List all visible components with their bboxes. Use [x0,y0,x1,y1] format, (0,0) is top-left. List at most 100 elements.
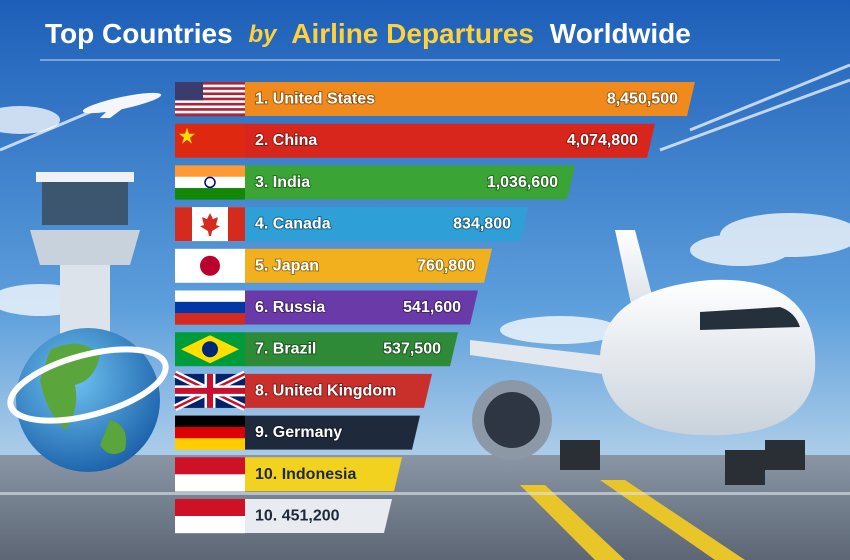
flag-cross [175,373,245,408]
flag-band [175,499,245,517]
row: 10. Indonesia [175,457,402,492]
flag-globe [202,341,218,358]
row-value: 1,036,600 [487,174,558,191]
flag-band [175,426,245,439]
flag-band [175,176,245,189]
flag [175,165,245,200]
large-plane [470,230,816,485]
bar [245,499,392,533]
row-value: 8,450,500 [607,91,678,108]
flag-stripe [175,97,245,101]
row-label: 1. United States [255,91,375,108]
title: Top Countries by Airline Departures Worl… [45,18,691,49]
flag [175,248,245,283]
title-part: Airline Departures [291,18,534,49]
flag [175,207,245,242]
flag-band [175,165,245,177]
bar [245,373,432,408]
row-label: 10. 451,200 [255,508,340,525]
row-label: 9. Germany [255,424,342,441]
flag-band [175,516,245,534]
row-label: 7. Brazil [255,341,316,358]
flag-band [175,290,245,303]
flag [175,332,245,367]
flag [175,415,245,450]
flag-sun [200,255,220,276]
row-value: 834,800 [453,216,511,233]
globe [7,328,169,472]
flag-stripe [175,87,245,91]
row: 8. United Kingdom [173,370,432,412]
row-value: 760,800 [417,257,475,274]
flag-band [175,438,245,450]
row: 1. United States 8,450,500 [175,82,695,117]
row-value: 537,500 [383,341,441,358]
rows: 1. United States 8,450,500 2. China 4,074,8… [173,82,695,534]
bar [245,165,575,200]
flag [175,123,245,158]
flag-stripe [175,113,245,117]
flag [175,82,245,117]
flag-band [175,313,245,325]
bar [245,207,528,242]
row: 4. Canada 834,800 [175,207,528,242]
flag-band [175,188,245,200]
flag-stripe [175,110,245,114]
bar [245,290,478,325]
bar [245,248,492,283]
runway-markings [0,480,850,560]
row: 6. Russia 541,600 [175,290,478,325]
flag-side [175,207,192,242]
flag-leaf [200,213,220,237]
contrails [0,63,850,152]
row-label: 10. Indonesia [255,466,356,483]
row: 10. 451,200 [175,499,392,534]
row-label: 2. China [255,132,317,149]
tarmac [0,455,850,560]
flag-stripe [175,108,245,111]
row: 3. India 1,036,600 [175,165,575,200]
row: 9. Germany [175,415,420,450]
flag-stripe [175,89,245,93]
row: 5. Japan 760,800 [175,248,492,283]
flag [173,370,247,412]
small-plane [82,92,162,118]
row-label: 4. Canada [255,216,331,233]
flag-band [175,474,245,492]
flag-stripe [175,82,245,85]
title-part: by [248,21,278,48]
row-value: 541,600 [403,299,461,316]
flag-canton [175,82,203,101]
flag-band [175,457,245,475]
flag-wheel [204,176,216,189]
flag-band [175,301,245,314]
bar [245,415,420,450]
bar [245,123,655,158]
bar [245,332,458,367]
row-label: 3. India [255,174,310,191]
row-label: 5. Japan [255,257,319,274]
flag [175,499,245,534]
title-part: Worldwide [550,18,691,49]
flag-stripe [175,95,245,98]
flag [175,290,245,325]
flag-stripe [175,92,245,96]
bar [245,457,402,492]
row-value: 4,074,800 [567,132,638,149]
row: 2. China 4,074,800 [175,123,655,158]
flag-stripe [175,102,245,106]
flag-stripe [175,105,245,109]
flag-band [175,415,245,428]
flag [175,457,245,492]
row: 7. Brazil 537,500 [175,332,458,367]
flag-stripe [175,84,245,88]
flag-side [228,207,245,242]
flag-star [179,127,195,144]
bar [245,82,695,116]
clouds [0,106,850,344]
flag-stripe [175,100,245,104]
row-label: 8. United Kingdom [255,382,396,399]
title-part: Top Countries [45,18,233,49]
row-label: 6. Russia [255,299,325,316]
